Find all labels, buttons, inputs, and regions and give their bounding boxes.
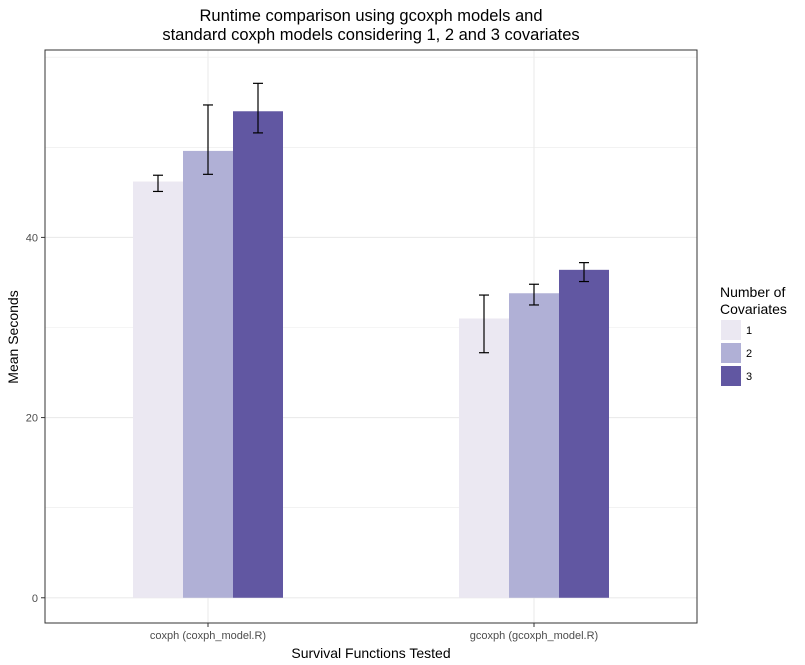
bar-2-1 xyxy=(183,150,233,598)
error-bar-1-1 xyxy=(153,174,163,193)
legend-label-1: 1 xyxy=(746,325,752,337)
legend-title-line-1: Number of xyxy=(720,284,785,300)
error-bars xyxy=(153,82,589,354)
chart-title-line-1: Runtime comparison using gcoxph models a… xyxy=(199,7,542,25)
error-bar-2-1 xyxy=(203,104,213,175)
legend-label-2: 2 xyxy=(746,348,752,360)
error-bar-3-1 xyxy=(253,82,263,134)
legend: Number of Covariates 1 2 3 xyxy=(720,284,787,386)
legend-key-1 xyxy=(721,320,741,340)
x-tick-label: coxph (coxph_model.R) xyxy=(150,630,266,642)
bar-1-1 xyxy=(133,181,183,598)
y-axis: 0 20 40 xyxy=(26,232,45,605)
legend-key-2 xyxy=(721,343,741,363)
x-axis-title: Survival Functions Tested xyxy=(291,645,450,661)
error-bar-1-2 xyxy=(479,294,489,354)
legend-label-3: 3 xyxy=(746,371,752,383)
legend-key-3 xyxy=(721,366,741,386)
plot-border xyxy=(44,49,698,624)
bar-1-2 xyxy=(459,318,509,598)
y-axis-title: Mean Seconds xyxy=(5,290,21,383)
x-axis: coxph (coxph_model.R) gcoxph (gcoxph_mode… xyxy=(150,623,598,642)
bars xyxy=(133,111,609,598)
y-tick-label: 0 xyxy=(32,593,38,605)
bar-2-2 xyxy=(509,293,559,598)
error-bar-3-2 xyxy=(579,262,589,283)
legend-title-line-2: Covariates xyxy=(720,301,787,317)
y-tick-label: 40 xyxy=(26,232,38,244)
y-tick-label: 20 xyxy=(26,413,38,425)
chart-title-line-2: standard coxph models considering 1, 2 a… xyxy=(162,26,579,44)
x-tick-label: gcoxph (gcoxph_model.R) xyxy=(470,630,598,642)
bar-3-1 xyxy=(233,111,283,598)
bar-3-2 xyxy=(559,269,609,598)
error-bar-2-2 xyxy=(529,283,539,306)
